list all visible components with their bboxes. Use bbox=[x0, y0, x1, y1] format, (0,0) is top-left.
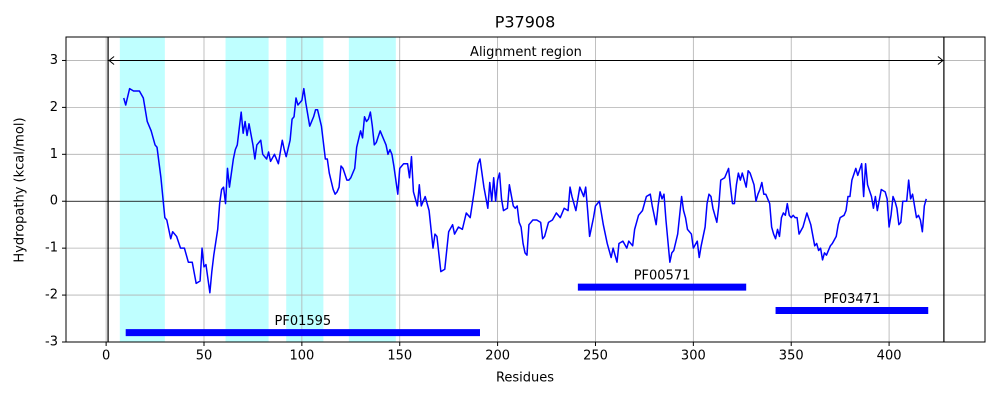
alignment-label: Alignment region bbox=[470, 45, 582, 60]
region-span bbox=[119, 37, 165, 342]
x-tick-label: 150 bbox=[387, 349, 412, 364]
x-tick-label: 300 bbox=[681, 349, 706, 364]
y-axis-label: Hydropathy (kcal/mol) bbox=[13, 117, 28, 262]
y-tick-label: -2 bbox=[45, 288, 58, 303]
y-tick-label: 1 bbox=[50, 147, 58, 162]
region-span bbox=[348, 37, 396, 342]
x-tick-label: 0 bbox=[102, 349, 110, 364]
domain-label: PF01595 bbox=[275, 314, 332, 329]
x-tick-label: 400 bbox=[877, 349, 902, 364]
arrow-head bbox=[108, 56, 115, 65]
y-tick-label: 2 bbox=[50, 100, 58, 115]
domain-label: PF03471 bbox=[824, 292, 881, 307]
hydropathy-line bbox=[123, 87, 928, 294]
arrow-head bbox=[937, 56, 944, 65]
chart-title: P37908 bbox=[495, 13, 556, 32]
x-axis-label: Residues bbox=[496, 371, 554, 386]
region-span bbox=[225, 37, 269, 342]
region-span bbox=[286, 37, 324, 342]
domain-label: PF00571 bbox=[634, 269, 691, 284]
plot-frame bbox=[65, 36, 986, 343]
y-tick-label: -1 bbox=[45, 241, 58, 256]
x-tick-label: 250 bbox=[583, 349, 608, 364]
y-tick-label: -3 bbox=[45, 335, 58, 350]
x-tick-label: 50 bbox=[196, 349, 213, 364]
y-tick-label: 3 bbox=[50, 53, 58, 68]
y-tick-label: 0 bbox=[50, 194, 58, 209]
x-tick-label: 100 bbox=[289, 349, 314, 364]
x-tick-label: 200 bbox=[485, 349, 510, 364]
x-tick-label: 350 bbox=[779, 349, 804, 364]
